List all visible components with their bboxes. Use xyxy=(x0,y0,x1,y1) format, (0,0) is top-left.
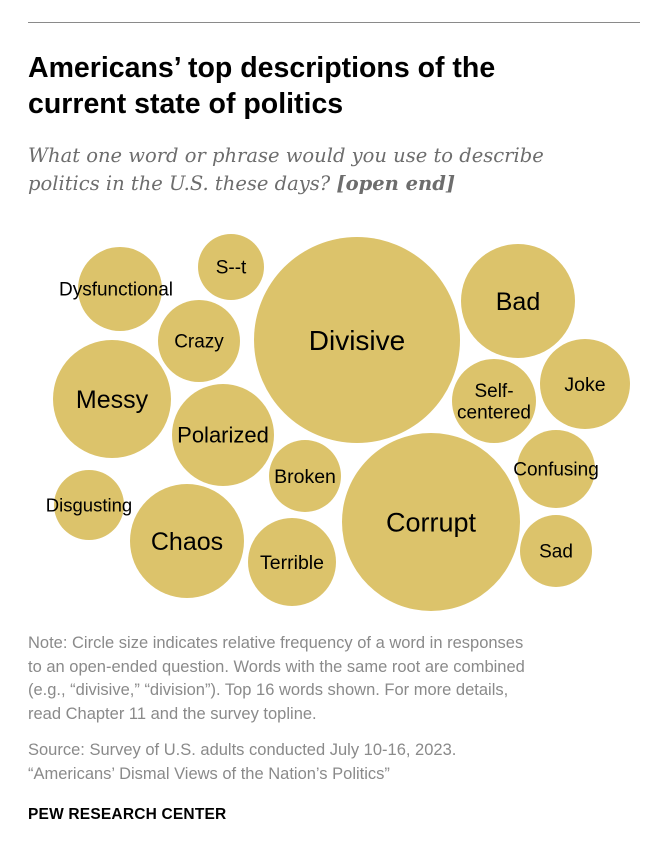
chart-note: Note: Circle size indicates relative fre… xyxy=(28,632,648,726)
bubble-label-terrible: Terrible xyxy=(260,552,324,574)
bubble-label-self-centered: Self-centered xyxy=(457,381,531,423)
bubble-crazy xyxy=(158,300,240,382)
bubble-s-t xyxy=(198,234,264,300)
bubble-label-polarized: Polarized xyxy=(177,423,269,448)
bubble-joke xyxy=(540,339,630,429)
pew-research-center-logo: PEW RESEARCH CENTER xyxy=(28,806,227,823)
bubble-label-confusing: Confusing xyxy=(513,460,599,481)
bubble-label-bad: Bad xyxy=(496,288,540,316)
bubble-label-sad: Sad xyxy=(539,542,573,563)
bubble-label-crazy: Crazy xyxy=(174,332,224,353)
bubble-label-s-t: S--t xyxy=(216,258,247,279)
source-line-2: “Americans’ Dismal Views of the Nation’s… xyxy=(28,764,390,783)
bubble-label-chaos: Chaos xyxy=(151,528,223,556)
note-line-3: (e.g., “divisive,” “division”). Top 16 w… xyxy=(28,681,509,699)
bubble-terrible xyxy=(248,518,336,606)
bubble-label-messy: Messy xyxy=(76,386,149,414)
bubble-label-joke: Joke xyxy=(564,374,605,396)
title-line-2: current state of politics xyxy=(28,88,344,120)
bubble-chart: Divisive Corrupt Bad Messy Chaos Polarized Ter… xyxy=(46,234,630,611)
title-line-1: Americans’ top descriptions of the xyxy=(28,52,496,84)
bubble-dysfunctional xyxy=(78,247,162,331)
bubble-label-disgusting: Disgusting xyxy=(46,494,132,515)
top-rule xyxy=(28,22,640,23)
bubble-polarized xyxy=(172,384,274,486)
bubble-divisive xyxy=(254,237,460,443)
bubble-disgusting xyxy=(54,470,124,540)
bubble-label-corrupt: Corrupt xyxy=(386,507,477,537)
bubble-label-dysfunctional: Dysfunctional xyxy=(59,280,173,301)
bubble-corrupt xyxy=(342,433,520,611)
subtitle-open-end: [open end] xyxy=(336,172,456,195)
source-line-1: Source: Survey of U.S. adults conducted … xyxy=(28,741,457,759)
note-line-2: to an open-ended question. Words with th… xyxy=(28,657,525,676)
chart-title: Americans’ top descriptions of the curre… xyxy=(28,50,628,122)
subtitle-line-1: What one word or phrase would you use to… xyxy=(28,144,544,167)
chart-source: Source: Survey of U.S. adults conducted … xyxy=(28,739,648,786)
bubble-self-centered xyxy=(452,359,536,443)
note-line-1: Note: Circle size indicates relative fre… xyxy=(28,634,524,652)
bubble-broken xyxy=(269,440,341,512)
bubble-messy xyxy=(53,340,171,458)
bubble-confusing xyxy=(517,430,595,508)
chart-subtitle: What one word or phrase would you use to… xyxy=(28,142,628,198)
bubble-label-broken: Broken xyxy=(274,466,336,488)
bubble-bad xyxy=(461,244,575,358)
bubble-label-divisive: Divisive xyxy=(309,325,405,356)
bubble-chaos xyxy=(130,484,244,598)
bubble-sad xyxy=(520,515,592,587)
note-line-4: read Chapter 11 and the survey topline. xyxy=(28,704,317,723)
subtitle-line-2: politics in the U.S. these days? xyxy=(28,172,337,195)
